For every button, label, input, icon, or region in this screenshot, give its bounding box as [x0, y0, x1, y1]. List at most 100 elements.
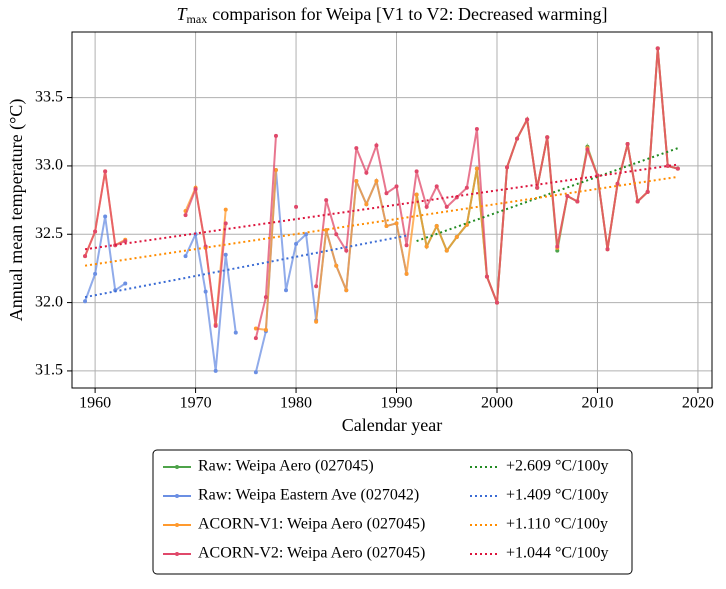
data-point: [314, 319, 319, 324]
data-point: [605, 247, 610, 252]
data-point: [384, 191, 389, 196]
legend-label: +1.044 °C/100y: [506, 545, 609, 562]
series-line: [84, 171, 126, 257]
data-point: [474, 127, 479, 132]
legend-label: +1.409 °C/100y: [506, 487, 609, 504]
data-point: [223, 207, 228, 212]
legend-label: Raw: Weipa Eastern Ave (027042): [198, 487, 419, 504]
data-point: [675, 166, 680, 171]
data-point: [545, 135, 550, 140]
data-point: [364, 170, 369, 175]
data-point: [273, 133, 278, 138]
y-tick-label: 33.5: [35, 88, 63, 105]
data-point: [625, 142, 630, 147]
data-point: [354, 146, 359, 151]
data-point: [515, 136, 520, 141]
data-point: [93, 229, 98, 234]
data-point: [123, 281, 128, 286]
data-point: [233, 330, 238, 335]
data-point: [334, 232, 339, 237]
y-tick-label: 32.5: [35, 225, 63, 242]
x-axis-label: Calendar year: [342, 415, 442, 435]
data-point: [263, 327, 268, 332]
data-point: [83, 254, 88, 259]
data-point: [525, 117, 530, 122]
legend-box: [152, 449, 633, 575]
data-point: [294, 204, 299, 209]
data-point: [404, 271, 409, 276]
legend-marker: [175, 465, 179, 469]
data-point: [193, 187, 198, 192]
data-point: [434, 184, 439, 189]
data-point: [253, 370, 258, 375]
data-point: [83, 299, 88, 304]
data-point: [213, 323, 218, 328]
data-point: [635, 199, 640, 204]
data-point: [263, 295, 268, 300]
data-point: [324, 198, 329, 203]
data-point: [454, 234, 459, 239]
series-line: [184, 185, 227, 326]
trend-line: [416, 147, 679, 243]
data-point: [434, 224, 439, 229]
y-tick-label: 33.0: [35, 157, 63, 174]
data-point: [565, 193, 570, 198]
legend-label: ACORN-V1: Weipa Aero (027045): [198, 516, 425, 533]
x-tick-label: 2020: [682, 395, 714, 412]
legend-marker: [175, 523, 179, 527]
data-point: [555, 248, 560, 253]
data-point: [655, 46, 660, 51]
series-line: [415, 48, 679, 303]
data-point: [374, 143, 379, 148]
x-tick-label: 1960: [79, 395, 111, 412]
data-point: [223, 252, 228, 257]
plot-frame: [71, 31, 713, 389]
data-point: [414, 192, 419, 197]
legend-label: ACORN-V2: Weipa Aero (027045): [198, 545, 425, 562]
data-point: [183, 254, 188, 259]
data-point: [374, 178, 379, 183]
data-point: [273, 168, 278, 173]
data-point: [294, 241, 299, 246]
data-point: [364, 202, 369, 207]
data-point: [444, 248, 449, 253]
data-point: [253, 326, 258, 331]
data-point: [535, 185, 540, 190]
data-point: [324, 228, 329, 233]
trend-line: [84, 234, 407, 299]
data-point: [223, 221, 228, 226]
data-point: [213, 368, 218, 373]
x-tick-label: 1980: [280, 395, 312, 412]
legend-marker: [175, 494, 179, 498]
y-tick-label: 32.0: [35, 293, 63, 310]
data-point: [424, 204, 429, 209]
data-point: [404, 243, 409, 248]
data-point: [555, 244, 560, 249]
data-point: [414, 169, 419, 174]
data-point: [474, 166, 479, 171]
title-text: comparison for Weipa [V1 to V2: Decrease…: [212, 4, 607, 24]
x-tick-label: 1970: [180, 395, 212, 412]
chart-title: Tmax comparison for Weipa [V1 to V2: Decr…: [177, 4, 608, 26]
series-line: [184, 184, 227, 325]
data-point: [334, 263, 339, 268]
legend-label: Raw: Weipa Aero (027045): [198, 458, 374, 475]
legend-label: +2.609 °C/100y: [506, 458, 609, 475]
series: [414, 46, 680, 305]
series-line: [254, 169, 408, 373]
series-line: [184, 230, 237, 372]
title-subscript: max: [187, 12, 208, 26]
data-point: [384, 224, 389, 229]
y-tick-label: 31.5: [35, 362, 63, 379]
data-point: [484, 274, 489, 279]
data-point: [575, 199, 580, 204]
data-point: [304, 232, 309, 237]
legend-marker: [175, 552, 179, 556]
data-point: [183, 213, 188, 218]
data-point: [284, 288, 289, 293]
data-point: [203, 289, 208, 294]
data-point: [103, 214, 108, 219]
data-point: [394, 221, 399, 226]
y-axis-label: Annual mean temperature (°C): [6, 99, 27, 322]
data-point: [464, 222, 469, 227]
